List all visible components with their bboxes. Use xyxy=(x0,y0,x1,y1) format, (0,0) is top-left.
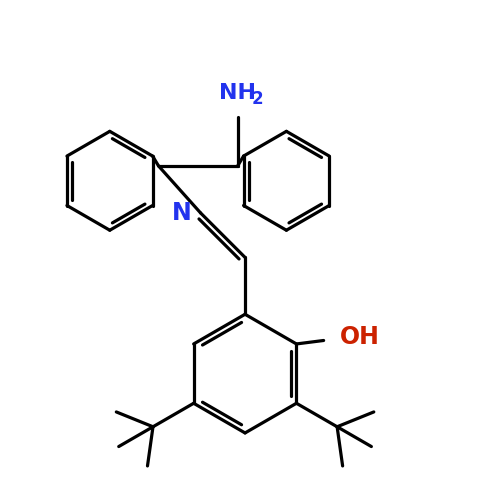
Text: OH: OH xyxy=(340,324,380,348)
Text: NH: NH xyxy=(219,82,256,102)
Text: N: N xyxy=(172,201,192,225)
Text: 2: 2 xyxy=(252,90,263,108)
